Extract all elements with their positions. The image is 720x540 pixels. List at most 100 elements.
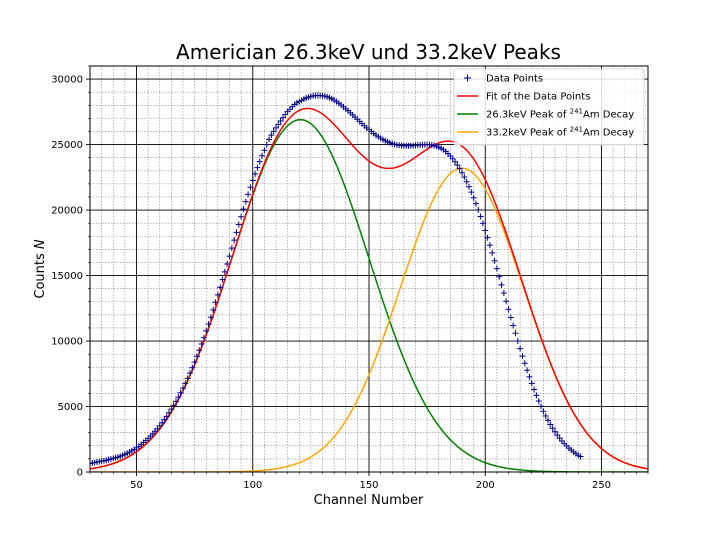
data-point <box>552 428 558 435</box>
legend-marker-data-points <box>464 74 471 82</box>
data-point <box>554 432 561 439</box>
data-point <box>203 327 210 334</box>
data-point <box>496 273 503 280</box>
data-point <box>517 345 524 352</box>
data-point <box>261 147 268 154</box>
data-point <box>263 141 270 148</box>
data-point <box>242 198 249 205</box>
y-tick-label: 5000 <box>58 402 83 413</box>
data-point <box>514 338 521 345</box>
data-point <box>449 155 456 162</box>
data-point <box>484 234 491 241</box>
data-point <box>228 245 235 252</box>
data-point <box>235 221 242 228</box>
data-point <box>507 314 514 321</box>
data-point <box>175 394 182 401</box>
y-axis-label: Counts N <box>33 239 48 299</box>
data-point <box>465 183 472 190</box>
data-point <box>512 330 519 337</box>
data-point <box>472 200 479 207</box>
data-point <box>505 306 512 313</box>
data-point <box>191 359 198 366</box>
data-point <box>170 402 177 409</box>
data-point <box>226 253 233 260</box>
data-point <box>198 341 205 348</box>
data-point <box>540 408 547 415</box>
data-point <box>275 121 282 128</box>
data-point <box>256 158 263 165</box>
x-tick-label: 200 <box>476 480 495 491</box>
data-point <box>221 268 228 275</box>
data-point <box>217 284 224 291</box>
data-point <box>535 398 542 405</box>
data-point <box>538 403 545 410</box>
data-point <box>156 422 163 429</box>
data-point <box>210 306 217 313</box>
data-point <box>454 162 461 169</box>
data-point <box>233 229 240 236</box>
data-point <box>493 265 500 272</box>
data-point <box>498 281 505 288</box>
data-point <box>180 385 186 392</box>
x-tick-label: 250 <box>592 480 611 491</box>
axis-ticks: 50 100 150 200 250 0 5000 10000 15000 20000 25000 3… <box>51 65 649 491</box>
data-point <box>200 334 207 341</box>
data-point <box>270 128 277 135</box>
data-point <box>549 425 556 432</box>
legend-label: Fit of the Data Points <box>486 92 590 103</box>
data-point <box>268 132 275 139</box>
legend-box <box>453 68 645 146</box>
data-point <box>463 178 470 185</box>
data-point <box>177 389 184 396</box>
data-point <box>224 261 231 268</box>
data-point <box>231 237 238 244</box>
data-point <box>277 118 284 125</box>
legend: Data Points Fit of the Data Points 26.3keV… <box>453 68 645 146</box>
data-point <box>482 227 489 234</box>
data-point <box>533 392 540 399</box>
data-point <box>161 416 168 423</box>
data-point <box>247 184 254 191</box>
data-point <box>486 242 493 249</box>
data-point <box>259 152 266 159</box>
data-point <box>542 412 549 419</box>
data-point <box>279 114 286 121</box>
x-tick-label: 50 <box>130 480 143 491</box>
data-point <box>545 417 552 424</box>
y-tick-label: 25000 <box>51 140 83 151</box>
data-point <box>510 322 517 329</box>
data-point <box>479 220 486 227</box>
data-point <box>214 291 221 298</box>
legend-label: 33.2keV Peak of 241Am Decay <box>486 126 634 139</box>
chart-title: Americian 26.3keV und 33.2keV Peaks <box>176 40 561 64</box>
data-point <box>182 380 189 387</box>
data-points <box>90 92 584 467</box>
data-point <box>489 249 496 256</box>
data-point <box>577 453 584 460</box>
data-point <box>477 213 484 220</box>
data-point <box>470 194 477 201</box>
data-point <box>273 124 279 131</box>
data-point <box>519 353 526 360</box>
data-point <box>500 289 507 296</box>
legend-label: 26.3keV Peak of 241Am Decay <box>486 108 634 121</box>
y-tick-label: 10000 <box>51 337 83 348</box>
data-point <box>159 419 166 426</box>
y-tick-label: 15000 <box>51 271 83 282</box>
data-point <box>184 375 191 382</box>
data-point <box>212 299 219 306</box>
legend-label: Data Points <box>486 74 543 85</box>
data-point <box>491 257 498 264</box>
y-tick-label: 20000 <box>51 206 83 217</box>
data-point <box>205 321 212 328</box>
data-point <box>531 386 538 393</box>
data-point <box>528 380 535 387</box>
data-point <box>249 177 256 184</box>
x-tick-label: 100 <box>243 480 262 491</box>
y-tick-label: 0 <box>77 468 83 479</box>
data-point <box>521 360 528 367</box>
data-point <box>252 170 259 177</box>
data-point <box>163 413 170 420</box>
